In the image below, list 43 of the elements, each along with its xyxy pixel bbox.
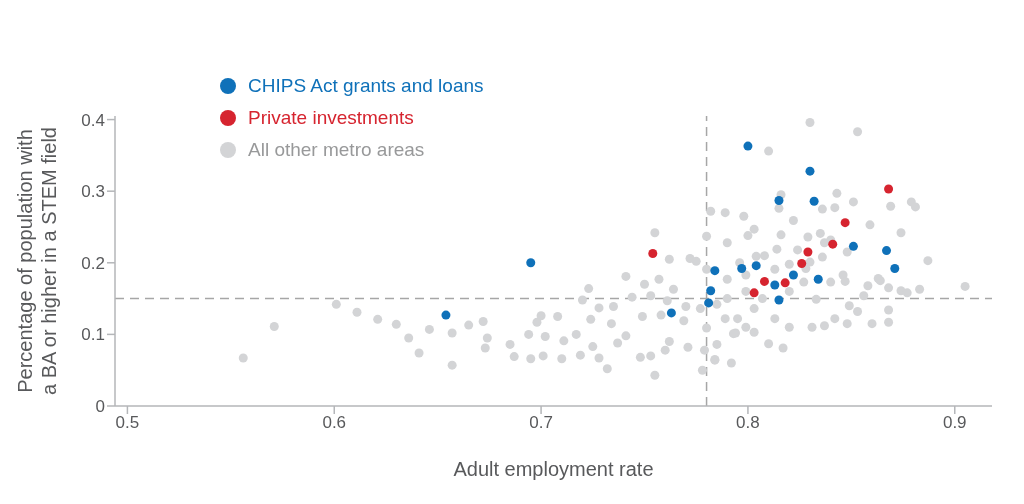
point [666, 308, 676, 318]
point [890, 264, 900, 274]
point [770, 280, 780, 290]
point [797, 259, 807, 269]
point [704, 298, 714, 308]
point [526, 258, 536, 268]
point [882, 246, 892, 256]
point [441, 310, 451, 320]
point [706, 286, 716, 296]
point [828, 239, 838, 249]
point [788, 270, 798, 280]
point [809, 196, 819, 206]
point [884, 184, 894, 194]
point [848, 241, 858, 251]
point [840, 218, 850, 228]
y-tick-label: 0.4 [81, 110, 105, 130]
y-tick-label: 0.2 [81, 253, 105, 273]
x-tick-label: 0.7 [529, 413, 553, 433]
point [803, 247, 813, 257]
point [751, 261, 761, 271]
point [774, 195, 784, 205]
point [737, 264, 747, 274]
legend-label: Private investments [248, 107, 414, 129]
point [774, 295, 784, 305]
y-tick-label: 0 [95, 397, 105, 417]
point [805, 166, 815, 176]
legend-label: All other metro areas [248, 139, 425, 161]
legend-label: CHIPS Act grants and loans [248, 75, 484, 97]
x-axis-title: Adult employment rate [453, 458, 654, 480]
point [759, 276, 769, 286]
point [813, 274, 823, 284]
x-tick-label: 0.6 [322, 413, 347, 433]
y-axis-title: Percentage of population with a BA or higher in a STEM field [14, 127, 60, 395]
x-tick-label: 0.5 [115, 413, 140, 433]
x-tick-label: 0.8 [736, 413, 760, 433]
point [743, 141, 753, 151]
point [648, 248, 658, 258]
y-tick-label: 0.1 [81, 325, 105, 345]
x-tick-label: 0.9 [942, 413, 967, 433]
point [749, 288, 759, 298]
point [780, 278, 790, 288]
point [710, 266, 720, 276]
y-tick-label: 0.3 [81, 182, 105, 202]
